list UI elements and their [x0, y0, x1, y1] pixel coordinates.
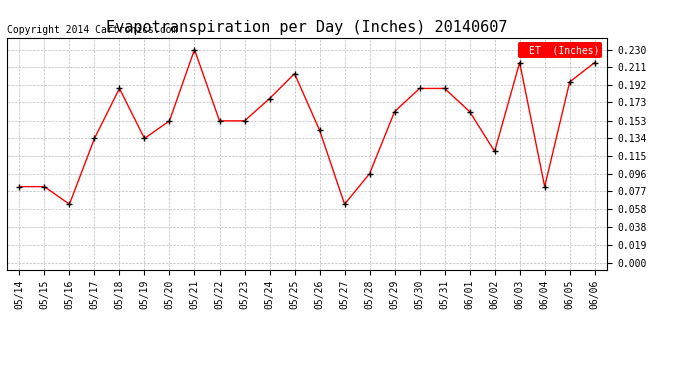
Text: Copyright 2014 Cartronics.com: Copyright 2014 Cartronics.com [7, 25, 177, 35]
Title: Evapotranspiration per Day (Inches) 20140607: Evapotranspiration per Day (Inches) 2014… [106, 20, 508, 35]
Legend: ET  (Inches): ET (Inches) [518, 42, 602, 58]
